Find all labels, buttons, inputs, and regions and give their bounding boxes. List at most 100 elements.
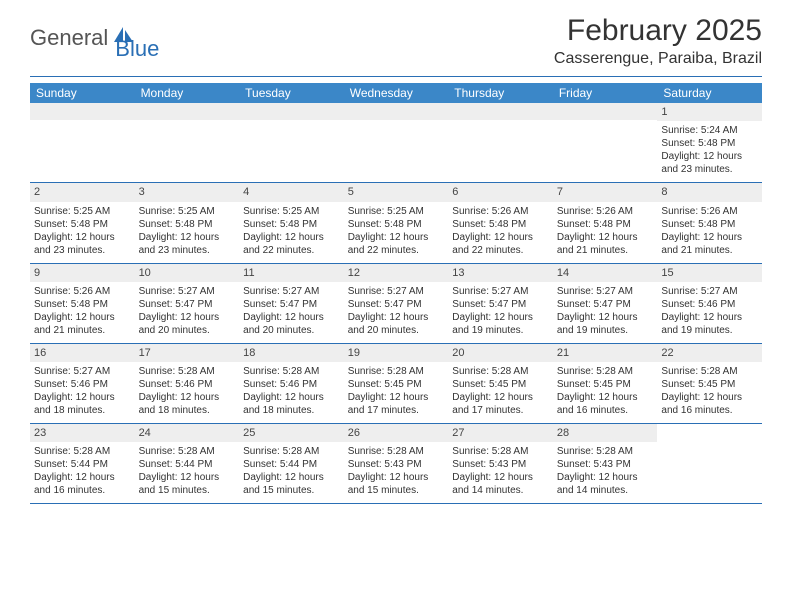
sunrise-text: Sunrise: 5:28 AM (557, 365, 654, 378)
day-cell: 23 Sunrise: 5:28 AMSunset: 5:44 PMDayligh… (30, 424, 135, 503)
week-row: 23Sunrise: 5:28 AMSunset: 5:44 PMDayligh… (30, 424, 762, 504)
sunrise-text: Sunrise: 5:28 AM (661, 365, 758, 378)
sunset-text: Sunset: 5:48 PM (557, 218, 654, 231)
day-info: Sunrise: 5:28 AMSunset: 5:45 PMDaylight:… (660, 365, 759, 417)
sunrise-text: Sunrise: 5:27 AM (348, 285, 445, 298)
empty-day-bar (135, 103, 240, 120)
empty-day-bar (239, 103, 344, 120)
daylight-text: Daylight: 12 hours and 14 minutes. (452, 471, 549, 497)
day-number: 5 (344, 183, 449, 201)
day-number: 11 (239, 264, 344, 282)
sunrise-text: Sunrise: 5:28 AM (348, 445, 445, 458)
daylight-text: Daylight: 12 hours and 23 minutes. (139, 231, 236, 257)
day-cell (344, 103, 449, 182)
sunrise-text: Sunrise: 5:28 AM (348, 365, 445, 378)
daylight-text: Daylight: 12 hours and 23 minutes. (34, 231, 131, 257)
sunrise-text: Sunrise: 5:27 AM (34, 365, 131, 378)
sunset-text: Sunset: 5:44 PM (34, 458, 131, 471)
day-number: 13 (448, 264, 553, 282)
day-info: Sunrise: 5:26 AMSunset: 5:48 PMDaylight:… (33, 285, 132, 337)
week-row: 16Sunrise: 5:27 AMSunset: 5:46 PMDayligh… (30, 344, 762, 424)
sunset-text: Sunset: 5:48 PM (661, 137, 758, 150)
week-row: 9 Sunrise: 5:26 AMSunset: 5:48 PMDaylight… (30, 264, 762, 344)
sunset-text: Sunset: 5:45 PM (348, 378, 445, 391)
logo-text-blue: Blue (115, 36, 159, 62)
weekday-header: Wednesday (344, 83, 449, 103)
day-cell: 21Sunrise: 5:28 AMSunset: 5:45 PMDayligh… (553, 344, 658, 423)
day-info: Sunrise: 5:28 AMSunset: 5:45 PMDaylight:… (451, 365, 550, 417)
day-cell: 3Sunrise: 5:25 AMSunset: 5:48 PMDaylight… (135, 183, 240, 262)
sunrise-text: Sunrise: 5:28 AM (243, 365, 340, 378)
sunrise-text: Sunrise: 5:28 AM (139, 365, 236, 378)
day-info: Sunrise: 5:26 AMSunset: 5:48 PMDaylight:… (556, 205, 655, 257)
sunrise-text: Sunrise: 5:26 AM (452, 205, 549, 218)
weekday-header: Tuesday (239, 83, 344, 103)
empty-day-bar (553, 103, 658, 120)
day-cell: 11 Sunrise: 5:27 AMSunset: 5:47 PMDayligh… (239, 264, 344, 343)
day-cell: 14Sunrise: 5:27 AMSunset: 5:47 PMDayligh… (553, 264, 658, 343)
day-info: Sunrise: 5:28 AMSunset: 5:45 PMDaylight:… (347, 365, 446, 417)
weekday-header: Thursday (448, 83, 553, 103)
empty-day-bar (30, 103, 135, 120)
day-info: Sunrise: 5:24 AMSunset: 5:48 PMDaylight:… (660, 124, 759, 176)
day-cell: 9 Sunrise: 5:26 AMSunset: 5:48 PMDaylight… (30, 264, 135, 343)
daylight-text: Daylight: 12 hours and 15 minutes. (348, 471, 445, 497)
day-cell: 4Sunrise: 5:25 AMSunset: 5:48 PMDaylight… (239, 183, 344, 262)
day-cell: 18 Sunrise: 5:28 AMSunset: 5:46 PMDayligh… (239, 344, 344, 423)
week-row: 2Sunrise: 5:25 AMSunset: 5:48 PMDaylight… (30, 183, 762, 263)
day-number: 7 (553, 183, 658, 201)
day-number: 2 (30, 183, 135, 201)
sunset-text: Sunset: 5:43 PM (452, 458, 549, 471)
day-cell: 22 Sunrise: 5:28 AMSunset: 5:45 PMDayligh… (657, 344, 762, 423)
sunrise-text: Sunrise: 5:28 AM (557, 445, 654, 458)
sunset-text: Sunset: 5:48 PM (348, 218, 445, 231)
day-number: 18 (239, 344, 344, 362)
day-info: Sunrise: 5:28 AMSunset: 5:43 PMDaylight:… (556, 445, 655, 497)
day-number: 25 (239, 424, 344, 442)
empty-day-bar (344, 103, 449, 120)
daylight-text: Daylight: 12 hours and 18 minutes. (243, 391, 340, 417)
calendar-grid: SundayMondayTuesdayWednesdayThursdayFrid… (30, 83, 762, 504)
weekday-header: Monday (135, 83, 240, 103)
day-info: Sunrise: 5:28 AMSunset: 5:43 PMDaylight:… (347, 445, 446, 497)
day-info: Sunrise: 5:28 AMSunset: 5:46 PMDaylight:… (242, 365, 341, 417)
daylight-text: Daylight: 12 hours and 21 minutes. (34, 311, 131, 337)
day-info: Sunrise: 5:25 AMSunset: 5:48 PMDaylight:… (138, 205, 237, 257)
location-subtitle: Casserengue, Paraiba, Brazil (554, 50, 762, 68)
sunset-text: Sunset: 5:46 PM (243, 378, 340, 391)
day-info: Sunrise: 5:26 AMSunset: 5:48 PMDaylight:… (660, 205, 759, 257)
day-number: 23 (30, 424, 135, 442)
day-number: 22 (657, 344, 762, 362)
sunset-text: Sunset: 5:46 PM (139, 378, 236, 391)
day-cell: 19Sunrise: 5:28 AMSunset: 5:45 PMDayligh… (344, 344, 449, 423)
sunset-text: Sunset: 5:46 PM (661, 298, 758, 311)
daylight-text: Daylight: 12 hours and 19 minutes. (661, 311, 758, 337)
daylight-text: Daylight: 12 hours and 22 minutes. (243, 231, 340, 257)
sunset-text: Sunset: 5:47 PM (557, 298, 654, 311)
day-cell: 26Sunrise: 5:28 AMSunset: 5:43 PMDayligh… (344, 424, 449, 503)
sunset-text: Sunset: 5:45 PM (557, 378, 654, 391)
daylight-text: Daylight: 12 hours and 16 minutes. (661, 391, 758, 417)
sunset-text: Sunset: 5:45 PM (661, 378, 758, 391)
page-header: General Blue February 2025 Casserengue, … (0, 0, 792, 72)
day-number: 10 (135, 264, 240, 282)
sunrise-text: Sunrise: 5:28 AM (34, 445, 131, 458)
daylight-text: Daylight: 12 hours and 16 minutes. (34, 471, 131, 497)
daylight-text: Daylight: 12 hours and 16 minutes. (557, 391, 654, 417)
daylight-text: Daylight: 12 hours and 21 minutes. (661, 231, 758, 257)
day-cell: 17Sunrise: 5:28 AMSunset: 5:46 PMDayligh… (135, 344, 240, 423)
day-cell: 13Sunrise: 5:27 AMSunset: 5:47 PMDayligh… (448, 264, 553, 343)
day-number: 12 (344, 264, 449, 282)
day-number: 14 (553, 264, 658, 282)
daylight-text: Daylight: 12 hours and 17 minutes. (452, 391, 549, 417)
daylight-text: Daylight: 12 hours and 22 minutes. (348, 231, 445, 257)
day-number: 9 (30, 264, 135, 282)
daylight-text: Daylight: 12 hours and 19 minutes. (452, 311, 549, 337)
empty-day-bar (448, 103, 553, 120)
day-number: 17 (135, 344, 240, 362)
day-number: 8 (657, 183, 762, 201)
day-info: Sunrise: 5:27 AMSunset: 5:47 PMDaylight:… (242, 285, 341, 337)
sunrise-text: Sunrise: 5:25 AM (34, 205, 131, 218)
day-number: 20 (448, 344, 553, 362)
day-info: Sunrise: 5:27 AMSunset: 5:47 PMDaylight:… (347, 285, 446, 337)
